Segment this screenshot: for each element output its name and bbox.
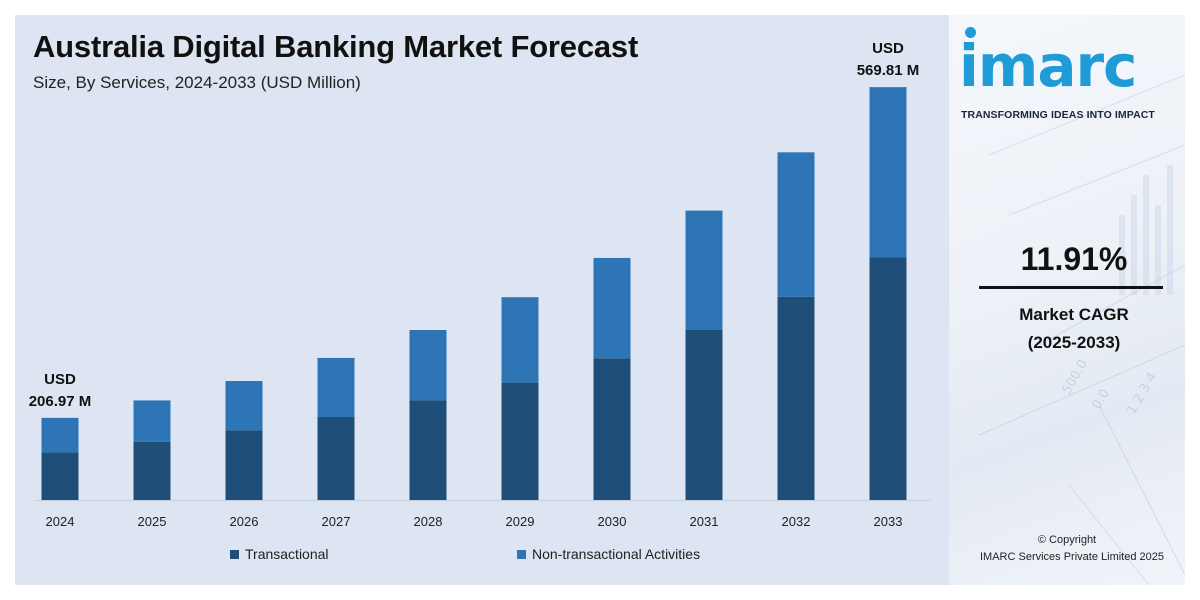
bar-2025-transactional (133, 441, 171, 500)
x-tick-label-2024: 2024 (46, 514, 75, 529)
x-tick-label-2032: 2032 (782, 514, 811, 529)
annotation-label-2024-line2: 206.97 M (29, 393, 92, 410)
copyright-line1: © Copyright (1037, 534, 1097, 546)
bar-2027-non-transactional (317, 357, 355, 418)
x-tick-label-2033: 2033 (874, 514, 903, 529)
bar-2026-transactional (225, 430, 263, 500)
bar-2032-non-transactional (777, 152, 815, 297)
x-tick-label-2025: 2025 (138, 514, 167, 529)
bar-2031-non-transactional (685, 210, 723, 330)
copyright-line2: IMARC Services Private Limited 2025 (979, 551, 1164, 563)
bar-2032-transactional (777, 296, 815, 500)
legend-label-non-transactional: Non-transactional Activities (532, 546, 701, 562)
annotation-label-2024-line1: USD (44, 371, 76, 388)
bar-2024-non-transactional (41, 417, 79, 453)
legend-swatch-non-transactional (517, 549, 526, 559)
x-tick-label-2026: 2026 (230, 514, 259, 529)
annotation-label-2033-line2: 569.81 M (857, 62, 920, 79)
cagr-label-line2: (2025-2033) (1027, 333, 1121, 352)
chart-title: Australia Digital Banking Market Forecas… (33, 29, 639, 64)
bar-2025-non-transactional (133, 400, 171, 442)
bar-2028-transactional (409, 400, 447, 500)
x-tick-label-2030: 2030 (598, 514, 627, 529)
chart-legend: Transactional Non-transactional Activiti… (15, 546, 949, 568)
bar-2024-transactional (41, 452, 79, 500)
chart-panel: Australia Digital Banking Market Forecas… (15, 15, 949, 585)
svg-text:500.0: 500.0 (1059, 357, 1091, 397)
logo-dot-icon (965, 27, 976, 38)
x-tick-label-2031: 2031 (690, 514, 719, 529)
bar-2028-non-transactional (409, 330, 447, 401)
bar-2033-non-transactional (869, 87, 907, 258)
annotation-label-2033-line1: USD (872, 40, 904, 57)
legend-swatch-transactional (230, 549, 239, 559)
chart-subtitle: Size, By Services, 2024-2033 (USD Millio… (33, 73, 361, 92)
bar-2026-non-transactional (225, 381, 263, 431)
legend-label-transactional: Transactional (245, 546, 329, 562)
bar-2030-non-transactional (593, 257, 631, 359)
svg-text:1 2 3 4: 1 2 3 4 (1124, 370, 1160, 417)
x-tick-label-2027: 2027 (322, 514, 351, 529)
bar-chart: 2024 2025 2026 2027 2028 2029 2030 2031 2032 2033… (29, 40, 931, 529)
cagr-label: Market CAGR (2025-2033) (949, 301, 1185, 357)
bar-2030-transactional (593, 358, 631, 500)
bar-2031-transactional (685, 330, 723, 500)
copyright-notice: © Copyright IMARC Services Private Limit… (949, 532, 1185, 566)
logo-tagline: TRANSFORMING IDEAS INTO IMPACT (961, 109, 1155, 121)
svg-text:0.0: 0.0 (1089, 387, 1112, 412)
x-tick-label-2029: 2029 (506, 514, 535, 529)
x-tick-label-2028: 2028 (414, 514, 443, 529)
side-panel: 0.0 1 2 3 4 500.0 imarc TRANSFORMING IDE… (949, 15, 1185, 585)
cagr-label-line1: Market CAGR (1019, 305, 1129, 324)
cagr-divider (979, 286, 1163, 289)
legend-item-transactional: Transactional (230, 546, 329, 562)
cagr-value: 11.91% (1020, 241, 1128, 277)
legend-item-non-transactional: Non-transactional Activities (517, 546, 700, 562)
bar-2029-transactional (501, 382, 539, 500)
logo-wordmark: imarc (959, 32, 1137, 100)
bar-2029-non-transactional (501, 297, 539, 383)
decorative-background-graphic: 0.0 1 2 3 4 500.0 (978, 74, 1185, 585)
bar-2033-transactional (869, 257, 907, 500)
bar-2027-transactional (317, 417, 355, 500)
